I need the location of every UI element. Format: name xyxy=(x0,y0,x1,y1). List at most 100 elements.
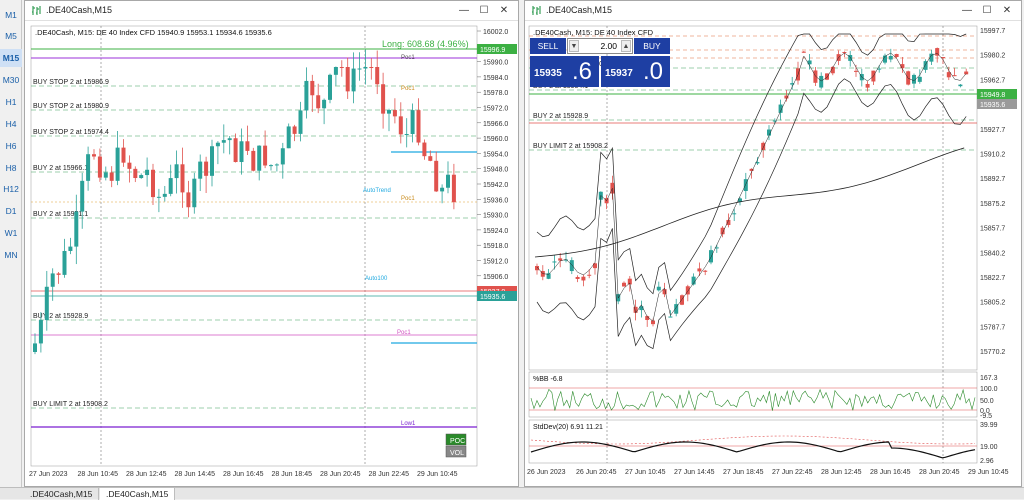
timeframe-h4[interactable]: H4 xyxy=(5,119,17,129)
timeframe-w1[interactable]: W1 xyxy=(4,228,18,238)
candle-body xyxy=(888,55,893,60)
minimize-button[interactable]: — xyxy=(459,5,469,16)
timeframe-m5[interactable]: M5 xyxy=(5,31,17,41)
poc-button-label[interactable]: POC xyxy=(450,438,465,445)
candle-body xyxy=(581,276,586,281)
sell-button[interactable]: SELL xyxy=(530,38,566,54)
candle-body xyxy=(404,134,409,136)
timeframe-h12[interactable]: H12 xyxy=(3,184,19,194)
maximize-button[interactable]: ☐ xyxy=(982,5,992,16)
price-axis-label: 15918.0 xyxy=(483,243,508,250)
candle-body xyxy=(842,52,847,54)
right-price-chart[interactable]: 15997.715980.215962.715945.215927.715910… xyxy=(525,22,1021,486)
candle-body xyxy=(772,120,777,122)
close-button[interactable]: ✕ xyxy=(499,5,509,16)
std-plot-frame xyxy=(528,419,978,464)
candle-body xyxy=(357,68,362,70)
price-axis-label: 15936.0 xyxy=(483,197,508,204)
timeframe-h1[interactable]: H1 xyxy=(5,97,17,107)
maximize-button[interactable]: ☐ xyxy=(479,5,489,16)
timeframe-m15[interactable]: M15 xyxy=(0,49,22,67)
candle-body xyxy=(900,64,905,69)
ask-price-main: 15937 xyxy=(605,68,633,79)
chart-tab-active[interactable]: .DE40Cash,M15 xyxy=(100,488,176,500)
candle-body xyxy=(392,110,397,117)
order-label: BUY 2 at 15928.9 xyxy=(533,113,588,120)
vol-button-label[interactable]: VOL xyxy=(450,450,464,457)
close-button[interactable]: ✕ xyxy=(1002,5,1012,16)
poc-button[interactable] xyxy=(445,433,467,446)
timeframe-m30[interactable]: M30 xyxy=(2,75,20,85)
time-axis-label: 28 Jun 12:45 xyxy=(821,469,862,476)
candle-body xyxy=(749,168,754,171)
candle-body xyxy=(56,273,61,275)
candle-body xyxy=(416,110,421,143)
time-axis-label: 28 Jun 22:45 xyxy=(369,471,410,478)
current-price-tag xyxy=(977,99,1017,109)
time-axis-label: 27 Jun 22:45 xyxy=(772,469,813,476)
candle-body xyxy=(109,172,114,181)
small-label: AutoTrend xyxy=(363,188,391,194)
timeframe-bar: M1 M5 M15 M30 H1 H4 H6 H8 H12 D1 W1 MN xyxy=(0,0,22,487)
bid-price-pips: .6 xyxy=(572,58,593,85)
candle-body xyxy=(552,261,557,263)
candle-body xyxy=(662,289,667,295)
right-window-titlebar[interactable]: .DE40Cash,M15 — ☐ ✕ xyxy=(525,1,1021,21)
candle-body xyxy=(127,162,132,169)
bb-indicator-label: %BB -6.8 xyxy=(533,376,563,383)
candle-body xyxy=(322,99,327,109)
candle-body xyxy=(691,276,696,285)
vol-button[interactable] xyxy=(445,445,467,458)
chart-background xyxy=(25,22,518,486)
buy-button[interactable]: BUY xyxy=(634,38,670,54)
candle-body xyxy=(151,169,155,198)
price-axis-label: 15954.0 xyxy=(483,151,508,158)
candle-body xyxy=(668,316,673,318)
left-price-chart[interactable]: 16002.015996.015990.015984.015978.015972… xyxy=(25,22,518,486)
price-axis-label: 15892.7 xyxy=(980,176,1005,183)
candle-body xyxy=(38,320,43,344)
small-label: Low1 xyxy=(401,421,416,427)
long-position-label: Long: 608.68 (4.96%) xyxy=(382,39,469,49)
price-axis-label: 15960.0 xyxy=(483,136,508,143)
chart-tab[interactable]: .DE40Cash,M15 xyxy=(24,488,100,500)
left-chart-window: .DE40Cash,M15 — ☐ ✕ 16002.015996.015990.… xyxy=(24,0,519,487)
lot-decrease-arrow-icon[interactable]: ▼ xyxy=(569,40,579,52)
price-axis-label: 15875.2 xyxy=(980,201,1005,208)
candle-body xyxy=(310,80,315,96)
candle-body xyxy=(946,72,951,78)
candle-body xyxy=(656,286,661,291)
ask-price-tag xyxy=(477,291,517,301)
candle-body xyxy=(422,142,427,157)
timeframe-mn[interactable]: MN xyxy=(4,250,18,260)
chart-tabs-bar: .DE40Cash,M15 .DE40Cash,M15 xyxy=(0,487,1024,500)
time-axis-label: 26 Jun 20:45 xyxy=(576,469,617,476)
left-window-titlebar[interactable]: .DE40Cash,M15 — ☐ ✕ xyxy=(25,1,518,21)
minimize-button[interactable]: — xyxy=(962,5,972,16)
lot-size-field[interactable]: ▼ 2.00 ▲ xyxy=(567,38,633,54)
bid-price-button[interactable]: 15935 .6 xyxy=(530,56,599,87)
price-axis-label: 15787.7 xyxy=(980,324,1005,331)
small-label: Poc1 xyxy=(401,55,415,61)
bb-percent-line xyxy=(530,388,976,411)
price-axis-label: 15930.0 xyxy=(483,213,508,220)
timeframe-h8[interactable]: H8 xyxy=(5,163,17,173)
timeframe-m1[interactable]: M1 xyxy=(5,10,17,20)
order-label: BUY 2 at 15951.1 xyxy=(33,211,88,218)
timeframe-d1[interactable]: D1 xyxy=(5,206,17,216)
chart-header-info: .DE40Cash, M15: DE 40 Index CFD xyxy=(533,28,654,37)
small-label: Poc1 xyxy=(397,330,411,336)
ask-price-button[interactable]: 15937 .0 xyxy=(601,56,670,87)
timeframe-h6[interactable]: H6 xyxy=(5,141,17,151)
candle-body xyxy=(575,277,580,279)
candle-body xyxy=(227,138,232,141)
candle-body xyxy=(848,55,853,61)
price-axis-label: 15910.2 xyxy=(980,152,1005,159)
price-axis-label: 15857.7 xyxy=(980,226,1005,233)
candle-body xyxy=(156,196,161,198)
candle-body xyxy=(369,67,374,68)
lot-increase-arrow-icon[interactable]: ▲ xyxy=(621,40,631,52)
lot-size-value[interactable]: 2.00 xyxy=(600,41,617,51)
price-axis-label: 15942.0 xyxy=(483,182,508,189)
candle-body xyxy=(865,83,870,88)
